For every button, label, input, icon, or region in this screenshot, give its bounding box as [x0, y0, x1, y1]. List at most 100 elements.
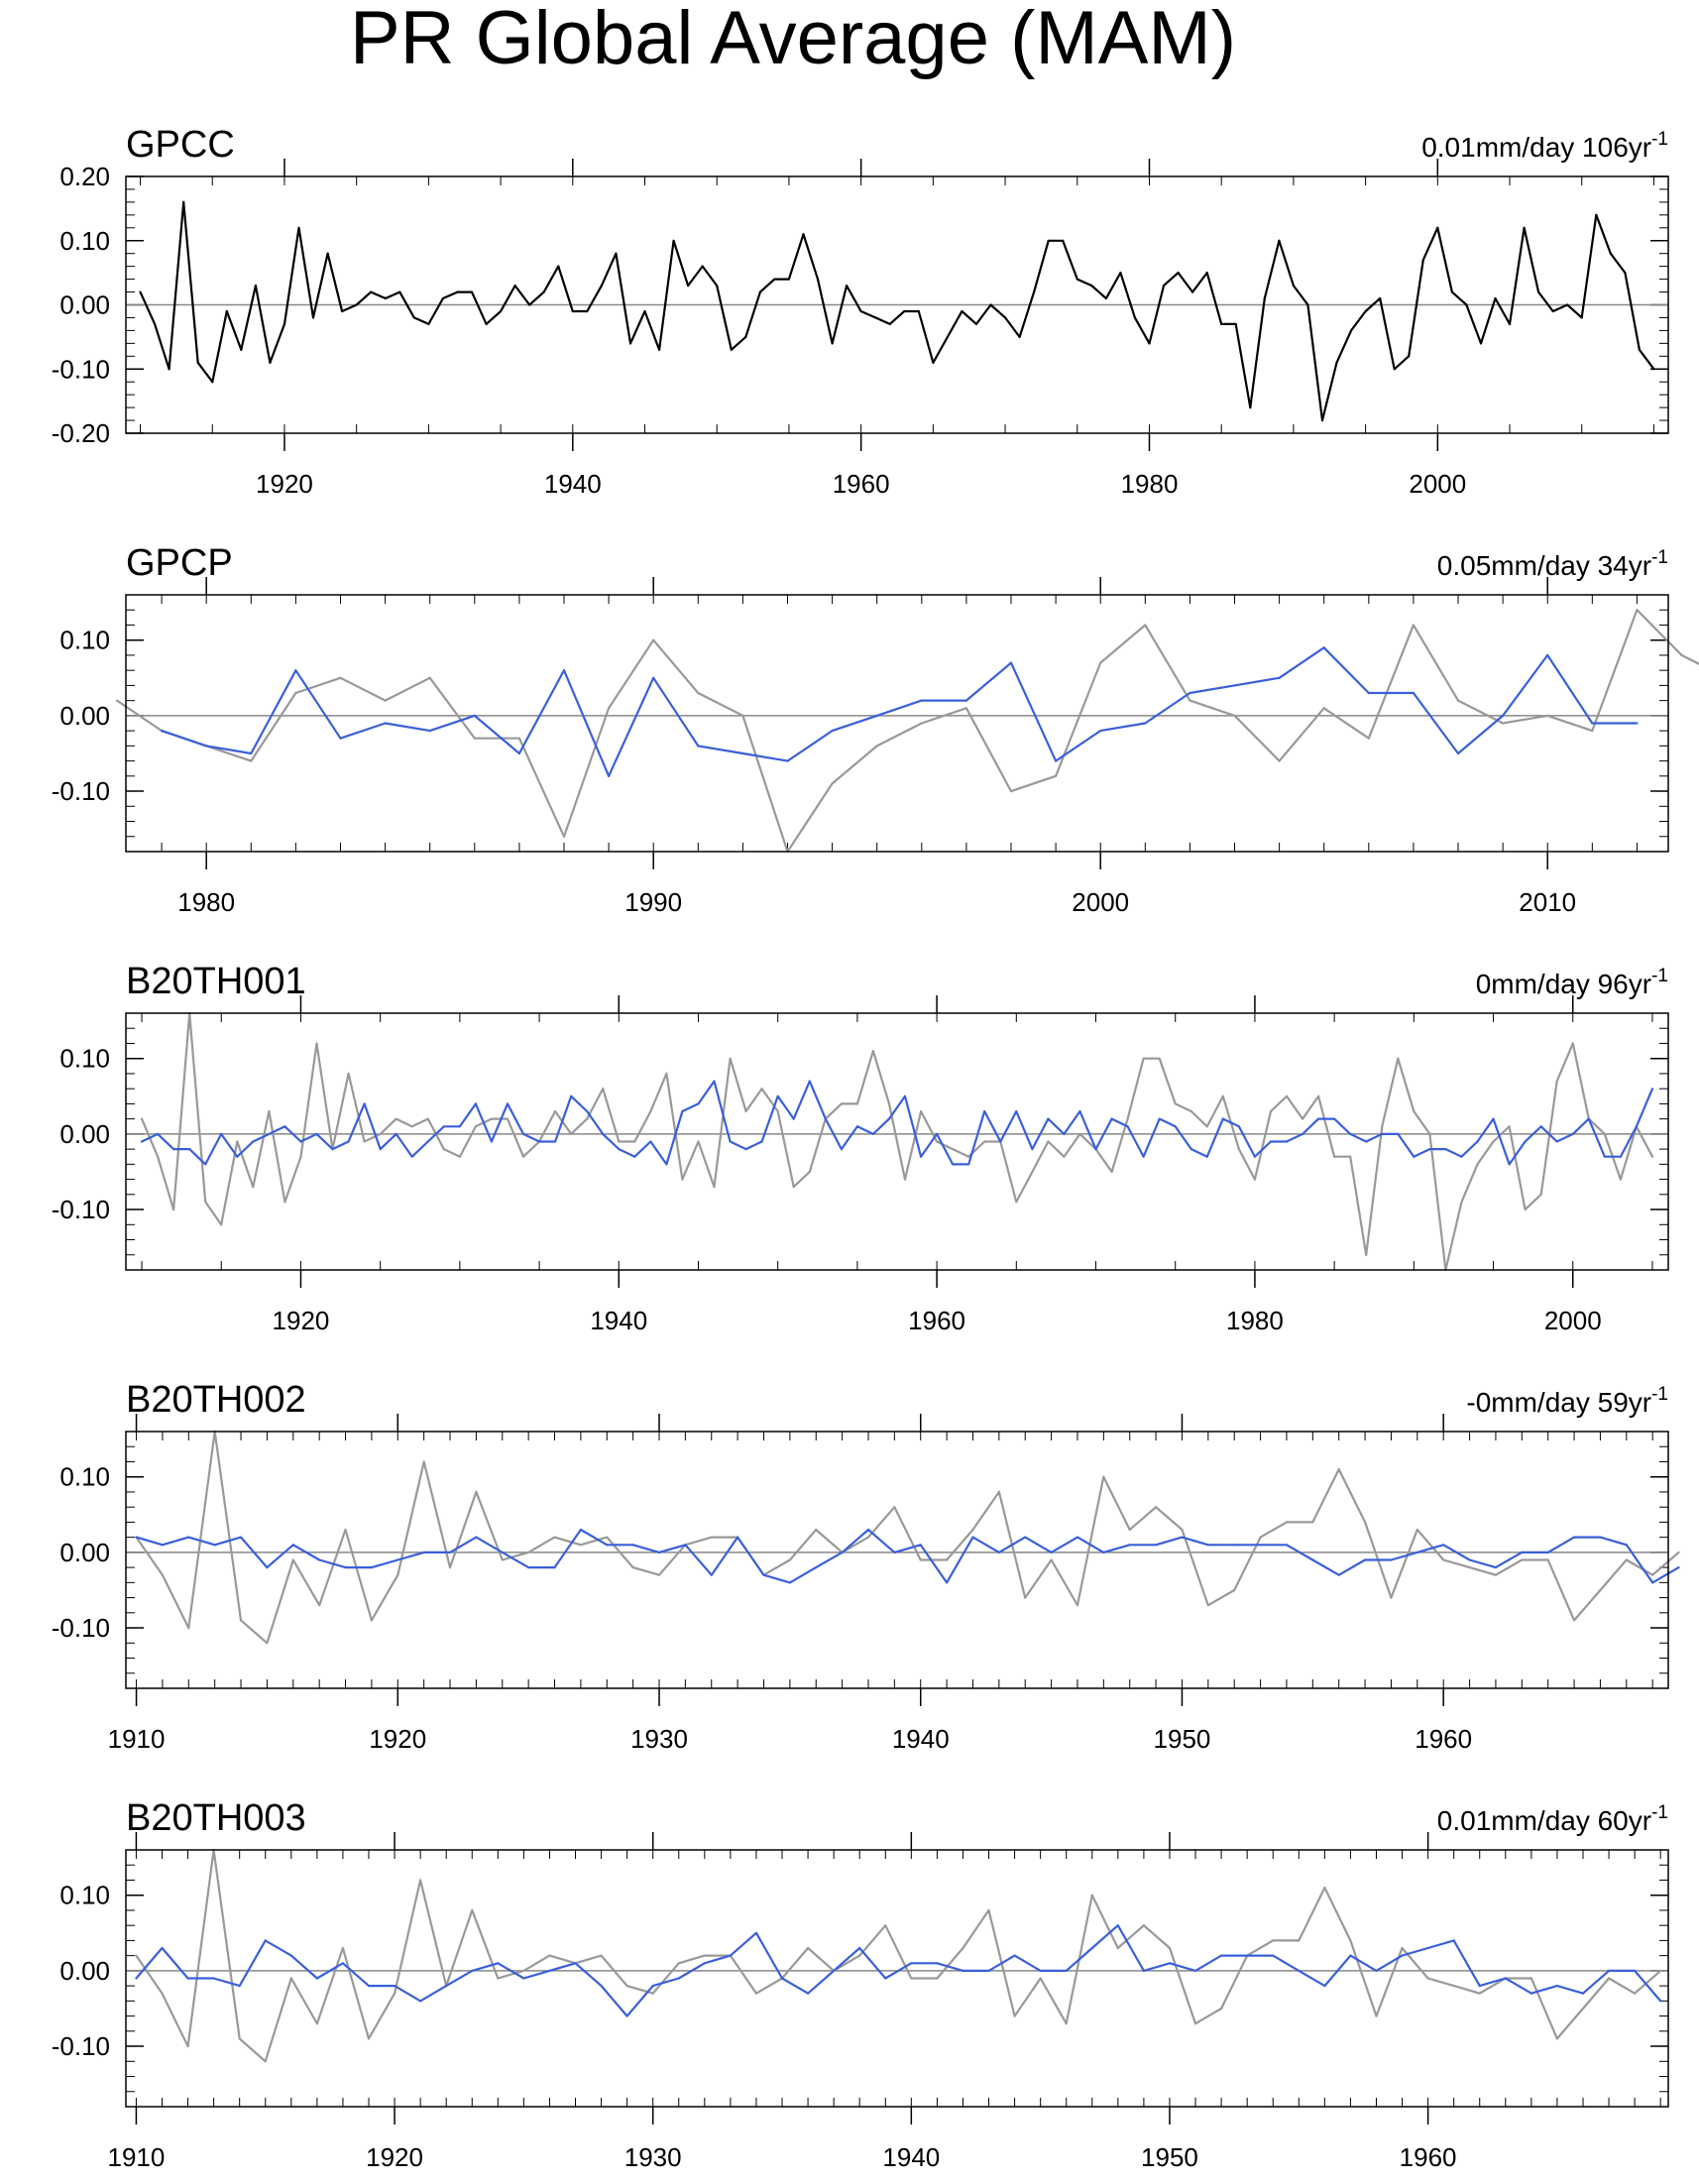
data-point [1508, 1163, 1511, 1166]
x-tick-label: 1940 [544, 469, 602, 499]
data-point [1603, 1155, 1606, 1158]
data-point [651, 1985, 654, 1988]
data-point [1421, 259, 1424, 262]
data-point [1609, 252, 1612, 255]
data-point [1413, 1155, 1416, 1158]
data-point [780, 1977, 784, 1980]
data-point [1099, 730, 1102, 733]
data-point [1323, 1887, 1326, 1890]
data-point [1181, 1536, 1184, 1539]
data-point [1591, 730, 1594, 733]
data-point [1102, 1551, 1105, 1553]
data-point [1571, 1132, 1574, 1135]
data-point [1416, 1528, 1418, 1532]
data-point [701, 265, 704, 268]
data-point [471, 1969, 474, 1972]
data-point [1365, 1140, 1368, 1143]
data-point [884, 1924, 887, 1927]
data-point [396, 1558, 399, 1561]
data-point [964, 707, 968, 710]
data-point [600, 285, 604, 287]
data-point [475, 1490, 478, 1493]
data-point [1571, 1042, 1574, 1045]
data-point [1636, 609, 1639, 612]
data-point [172, 1148, 175, 1151]
data-point [506, 1102, 510, 1105]
data-point [135, 1536, 138, 1539]
data-point [211, 381, 214, 384]
data-point [470, 290, 474, 293]
series-line [136, 1528, 1680, 1584]
data-point [297, 226, 300, 229]
data-point [370, 290, 373, 293]
data-point [807, 1992, 810, 1995]
data-point [1638, 348, 1641, 351]
data-point [326, 252, 329, 255]
x-tick-label: 1960 [908, 1306, 965, 1335]
data-point [370, 1619, 373, 1622]
data-point [983, 1109, 986, 1113]
minor-ticks [126, 1012, 1668, 1270]
data-point [1390, 1596, 1393, 1599]
data-point [1375, 2014, 1378, 2017]
data-point [677, 1962, 680, 1965]
data-point [139, 290, 142, 293]
data-point [1337, 1468, 1340, 1471]
x-tick-label: 1930 [624, 2142, 682, 2172]
data-point [773, 278, 776, 281]
data-point [1573, 1619, 1576, 1622]
data-point [1428, 1148, 1431, 1151]
data-point [1436, 226, 1439, 229]
data-point [1566, 303, 1569, 306]
data-point [1595, 213, 1598, 216]
data-point [1412, 624, 1415, 627]
x-tick-label: 1920 [273, 1306, 330, 1335]
data-point [919, 1544, 922, 1547]
trend-exponent: -1 [1651, 1384, 1668, 1405]
data-point [339, 676, 342, 679]
x-tick-label: 1910 [108, 1724, 166, 1754]
data-point [212, 1977, 215, 1980]
data-point [188, 1148, 191, 1151]
data-point [1573, 1536, 1576, 1539]
data-point [579, 1544, 583, 1547]
data-point [1416, 1551, 1418, 1553]
data-point [1364, 1558, 1367, 1561]
data-point [1546, 1558, 1549, 1561]
data-point [893, 1551, 896, 1553]
data-point [1031, 1148, 1034, 1151]
data-point [1317, 1117, 1320, 1120]
data-point [1476, 1140, 1479, 1143]
data-point [501, 1558, 504, 1561]
data-point [186, 2045, 189, 2048]
data-point [866, 1536, 870, 1539]
data-point [1317, 1094, 1320, 1097]
data-point [1174, 1125, 1177, 1128]
data-point [1635, 1125, 1638, 1128]
plot-frame [125, 1849, 1669, 2108]
panel-gpcp: GPCP 0.05mm/day 34yr-1 0.10 0.00 -0.10 1980 19… [52, 542, 1699, 917]
data-point [917, 309, 920, 313]
data-point [1524, 1140, 1527, 1143]
data-point [269, 361, 272, 364]
data-point [394, 1992, 396, 1995]
data-point [816, 278, 820, 281]
data-point [428, 676, 431, 679]
data-point [1460, 1155, 1463, 1158]
data-point [264, 2060, 267, 2063]
data-point [1555, 1140, 1558, 1143]
data-point [428, 730, 431, 733]
data-point [871, 1050, 875, 1053]
data-point [936, 1132, 939, 1135]
data-point [602, 1088, 605, 1091]
data-point [1249, 406, 1252, 409]
data-point [473, 714, 476, 718]
data-point [1619, 1178, 1622, 1181]
data-point [684, 1544, 687, 1547]
panel-title: GPCC [126, 124, 235, 166]
data-point [1652, 368, 1655, 371]
data-point [410, 1125, 413, 1128]
data-point [1442, 1544, 1445, 1547]
data-point [1090, 285, 1093, 287]
data-point [697, 1102, 700, 1105]
